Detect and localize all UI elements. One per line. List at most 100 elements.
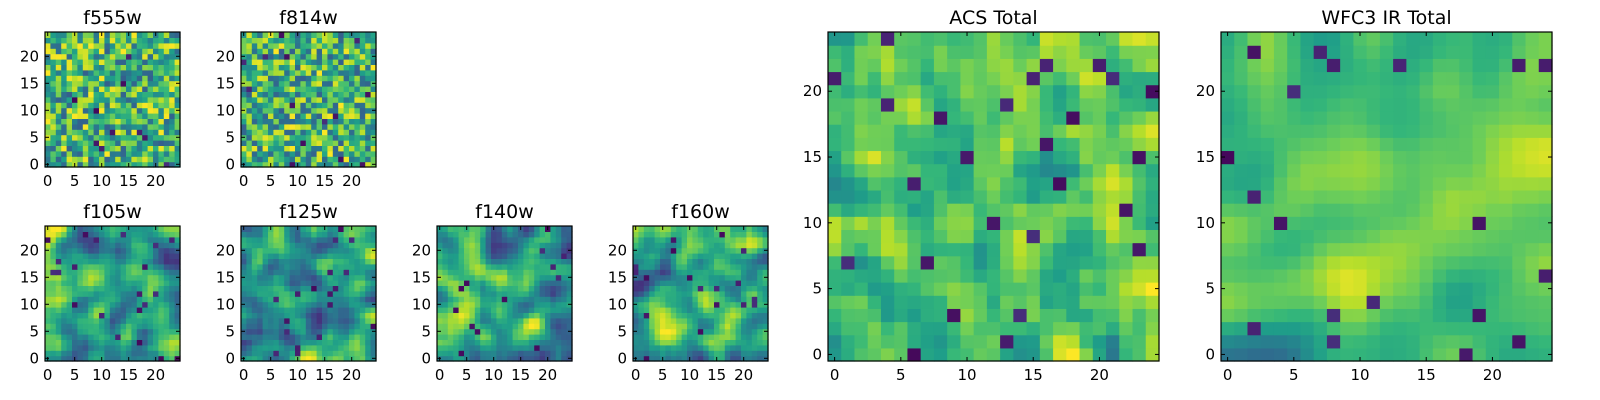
heatmap-cell [257,258,264,265]
heatmap-cell [1313,255,1328,270]
heatmap-cell [1512,229,1527,244]
heatmap-cell [894,347,909,362]
heatmap-cell [126,339,132,346]
heatmap-cell [545,236,551,243]
heatmap-cell [99,48,105,55]
heatmap-cell [746,263,753,270]
heatmap-cell [1459,295,1474,309]
heatmap-cell [246,96,253,103]
heatmap-cell [300,312,307,319]
heatmap-cell [762,290,769,297]
heatmap-cell [61,145,68,152]
heatmap-cell [109,269,116,276]
heatmap-cell [960,163,975,178]
heatmap-cell [88,42,95,49]
heatmap-cell [907,203,922,217]
heatmap-cell [251,75,258,82]
heatmap-cell [77,156,84,163]
heatmap-cell [93,312,100,319]
heatmap-cell [437,344,443,351]
heatmap-cell [343,150,350,157]
heatmap-cell [153,290,159,297]
heatmap-cell [880,216,895,230]
heatmap-cell [169,140,176,146]
heatmap-cell [1260,163,1275,178]
heatmap-cell [311,242,318,249]
heatmap-cell [528,269,535,276]
heatmap-cell [643,274,650,281]
heatmap-cell [453,323,460,330]
heatmap-cell [136,53,143,60]
heatmap-cell [322,140,328,146]
heatmap-cell [730,317,737,324]
heatmap-cell [469,290,476,297]
heatmap-cell [894,137,909,152]
heatmap-cell [1419,321,1434,336]
heatmap-cell [77,42,84,49]
heatmap-cell [338,253,345,259]
heatmap-cell [295,328,301,335]
heatmap-cell [163,280,170,286]
heatmap-cell [1419,295,1434,309]
heatmap-cell [305,350,312,357]
heatmap-cell [1132,347,1147,362]
heatmap-cell [437,290,443,297]
y-tick-label: 20 [20,241,39,259]
heatmap-cell [512,280,519,286]
heatmap-cell [370,242,377,249]
heatmap-cell [841,84,856,99]
heatmap-cell [654,280,661,286]
heatmap-cell [343,53,350,60]
heatmap-cell [665,307,672,313]
heatmap-cell [687,231,693,238]
heatmap-cell [480,253,487,259]
heatmap-cell [523,344,530,351]
heatmap-cell [469,280,476,286]
heatmap-cell [300,334,307,340]
x-tick-label: 10 [957,366,976,384]
heatmap-cell [246,161,253,168]
heatmap-cell [55,334,62,340]
heatmap-cell [1221,334,1235,349]
heatmap-cell [104,91,111,98]
heatmap-cell [311,312,318,319]
heatmap-cell [676,317,683,324]
heatmap-cell [894,150,909,165]
heatmap-cell [55,129,62,136]
heatmap-cell [894,32,909,46]
heatmap-cell [469,296,476,303]
heatmap-cell [458,339,465,346]
heatmap-cell [99,69,105,76]
heatmap-cell [273,328,280,335]
heatmap-cell [703,263,710,270]
heatmap-cell [93,253,100,259]
heatmap-cell [163,140,170,146]
heatmap-cell [633,269,639,276]
heatmap-cell [1000,58,1014,73]
heatmap-cell [115,253,122,259]
heatmap-cell [104,328,111,335]
heatmap-cell [289,64,296,71]
heatmap-cell [300,161,307,168]
heatmap-cell [257,226,264,232]
heatmap-cell [305,113,312,119]
heatmap-cell [88,37,95,44]
heatmap-cell [251,274,258,281]
heatmap-cell [115,236,122,243]
heatmap-cell [278,150,285,157]
heatmap-cell [681,301,688,308]
heatmap-cell [1079,321,1094,336]
heatmap-cell [349,150,355,157]
heatmap-cell [109,274,116,281]
heatmap-cell [257,140,264,146]
heatmap-cell [66,102,73,109]
heatmap-cell [545,317,551,324]
heatmap-cell [147,226,154,232]
heatmap-cell [545,307,551,313]
heatmap-cell [1406,176,1421,191]
heatmap-cell [1000,150,1014,165]
heatmap-cell [131,123,138,130]
heatmap-cell [365,113,372,119]
heatmap-cell [131,280,138,286]
